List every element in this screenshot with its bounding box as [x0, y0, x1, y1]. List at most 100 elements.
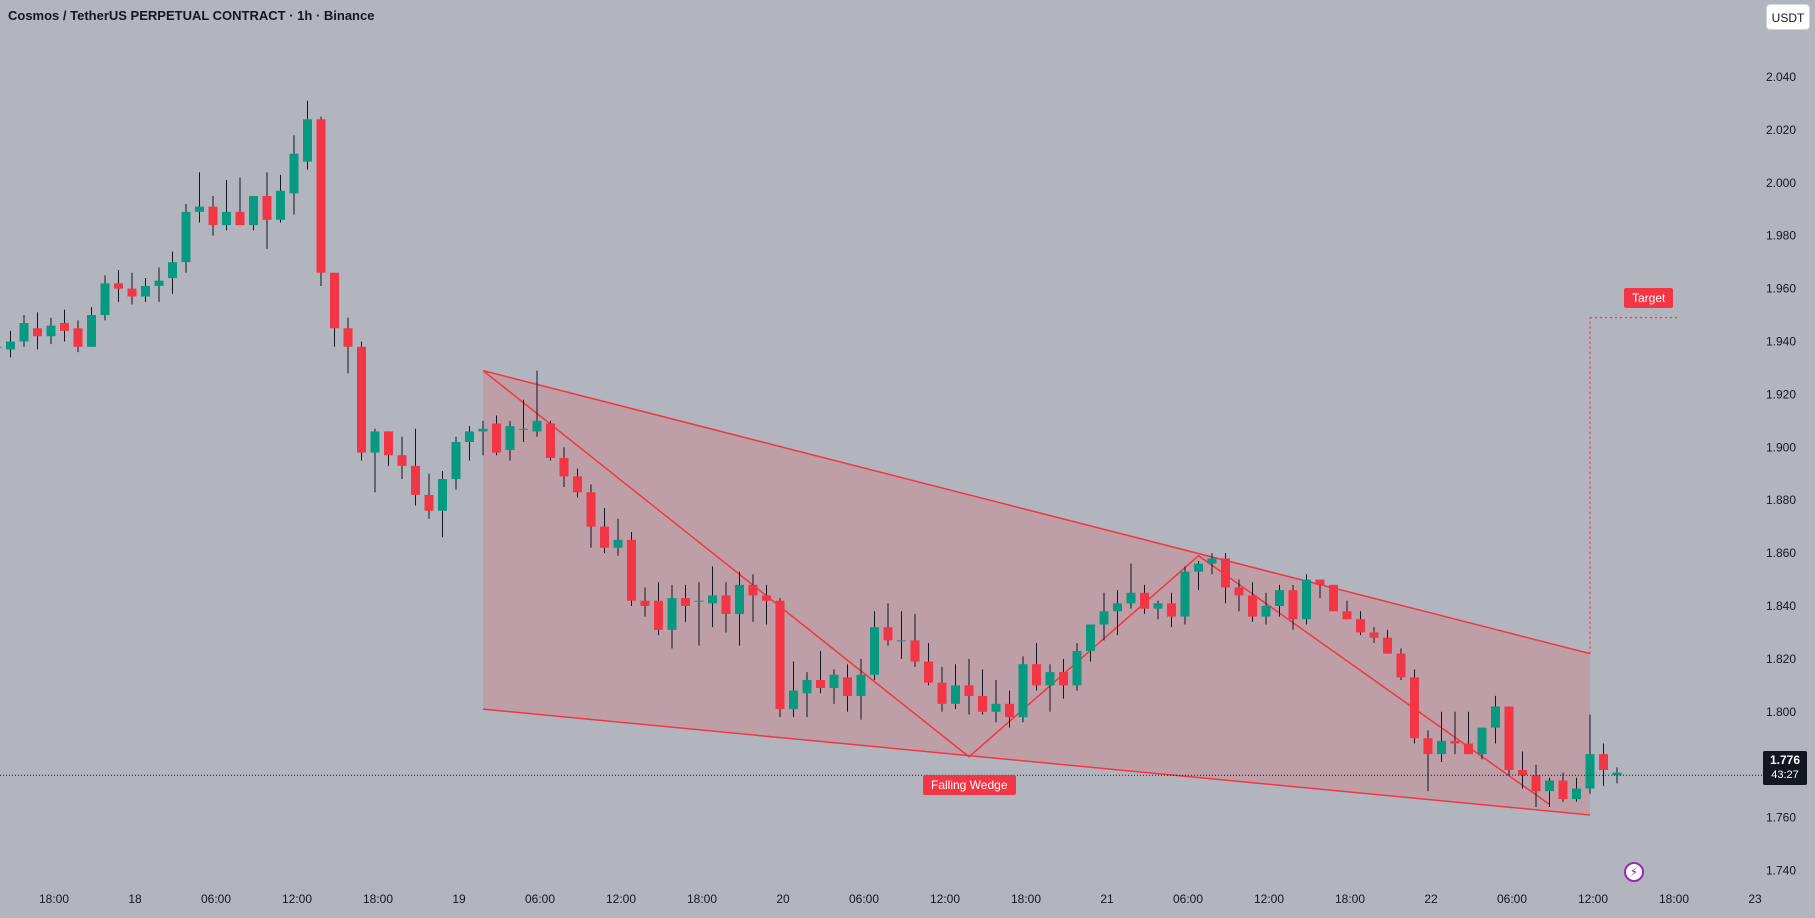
- candle-body-up: [222, 211, 231, 226]
- price-tick-label: 1.860: [1766, 546, 1796, 560]
- candle-body-down: [681, 598, 690, 606]
- candle-47: [613, 518, 623, 556]
- candle-102: [1356, 611, 1365, 636]
- last-price-tag: 1.776 43:27: [1763, 751, 1807, 785]
- target-label[interactable]: Target: [1624, 287, 1674, 308]
- candle-77: [1018, 656, 1028, 723]
- candle-45: [586, 484, 596, 548]
- candle-75: [991, 680, 1001, 723]
- candle-body-up: [1207, 558, 1217, 564]
- candle-88: [1167, 592, 1176, 628]
- candle-55: [721, 582, 731, 633]
- candle-body-down: [411, 465, 420, 495]
- candle-body-down: [573, 476, 582, 493]
- candle-72: [951, 664, 960, 710]
- time-tick-label: 18: [128, 892, 142, 906]
- candle-36: [465, 426, 474, 461]
- candle-body-up: [991, 703, 1001, 712]
- candle-91: [1207, 553, 1217, 575]
- candle-body-down: [492, 423, 501, 453]
- candle-59: [775, 598, 785, 718]
- candle-9: [100, 275, 110, 321]
- candle-body-up: [1099, 611, 1109, 625]
- candle-7: [73, 320, 83, 353]
- chart-title: Cosmos / TetherUS PERPETUAL CONTRACT · 1…: [8, 8, 375, 23]
- candle-body-up: [1261, 606, 1271, 617]
- candle-body-up: [505, 426, 515, 450]
- falling-wedge-label[interactable]: Falling Wedge: [923, 774, 1016, 795]
- candle-2: [6, 330, 15, 358]
- candle-15: [181, 203, 191, 273]
- candle-53: [694, 582, 704, 646]
- price-tick-label: 2.020: [1766, 123, 1796, 137]
- candle-body-up: [1194, 563, 1203, 572]
- candle-17: [208, 196, 218, 236]
- candle-30: [384, 431, 393, 466]
- candle-body-up: [100, 283, 110, 316]
- candle-body-up: [303, 119, 312, 162]
- candle-42: [546, 420, 555, 461]
- price-tick-label: 1.820: [1766, 652, 1796, 666]
- candle-body-up: [1072, 650, 1082, 686]
- time-tick-label: 06:00: [201, 892, 231, 906]
- candle-80: [1059, 658, 1068, 699]
- candle-57: [748, 574, 758, 622]
- candle-100: [1329, 584, 1338, 612]
- candle-body-down: [924, 661, 933, 683]
- candle-body-down: [748, 584, 758, 596]
- time-axis[interactable]: 18:00 18 06:00 12:00 18:00 19 06:00 12:00 18:00 2…: [39, 892, 1762, 906]
- candle-body-up: [1153, 603, 1163, 609]
- candle-body-up: [6, 341, 15, 350]
- candle-body-down: [721, 595, 731, 614]
- wedge-zigzag-line: [482, 370, 1550, 805]
- candle-51: [667, 584, 677, 649]
- candle-48: [627, 531, 636, 606]
- candle-body-down: [762, 595, 771, 601]
- candle-body-up: [532, 420, 542, 432]
- candle-112: [1491, 695, 1500, 744]
- candle-body-up: [667, 598, 677, 630]
- time-tick-label: 21: [1100, 892, 1114, 906]
- candle-body-up: [87, 315, 96, 347]
- candle-104: [1383, 629, 1392, 654]
- candle-body-down: [262, 196, 272, 220]
- time-tick-label: 18:00: [1011, 892, 1041, 906]
- candle-body-up: [1275, 590, 1284, 606]
- candle-118: [1572, 777, 1581, 802]
- candle-body-down: [1464, 743, 1473, 755]
- candle-6: [60, 309, 69, 342]
- candle-body-up: [1045, 672, 1055, 686]
- time-tick-label: 12:00: [282, 892, 312, 906]
- candle-76: [1005, 690, 1014, 728]
- candle-13: [154, 267, 164, 302]
- candle-body-up: [370, 431, 380, 453]
- candle-body-up: [1491, 706, 1500, 728]
- candle-83: [1099, 592, 1109, 641]
- candle-body-down: [1369, 632, 1379, 638]
- falling-wedge-pattern: [482, 369, 1591, 816]
- lightning-icon[interactable]: ⚡: [1624, 862, 1644, 882]
- time-tick-label: 12:00: [1578, 892, 1608, 906]
- candle-body-up: [1086, 624, 1095, 651]
- candle-body-up: [195, 206, 204, 212]
- candle-body-down: [235, 211, 245, 226]
- time-tick-label: 06:00: [525, 892, 555, 906]
- candle-49: [640, 587, 650, 617]
- currency-button[interactable]: USDT: [1766, 4, 1810, 30]
- candle-body-up: [951, 685, 960, 704]
- time-tick-label: 06:00: [1497, 892, 1527, 906]
- time-tick-label: 19: [452, 892, 466, 906]
- candle-79: [1045, 664, 1055, 712]
- candle-61: [802, 672, 812, 718]
- candle-96: [1275, 584, 1284, 617]
- candle-body-up: [181, 211, 191, 263]
- candle-body-down: [1288, 590, 1298, 620]
- candle-body-up: [1180, 571, 1190, 617]
- candle-body-up: [1585, 754, 1595, 789]
- candle-body-up: [735, 584, 744, 614]
- candle-101: [1342, 600, 1352, 620]
- candle-35: [451, 436, 461, 490]
- candle-body-up: [708, 595, 717, 604]
